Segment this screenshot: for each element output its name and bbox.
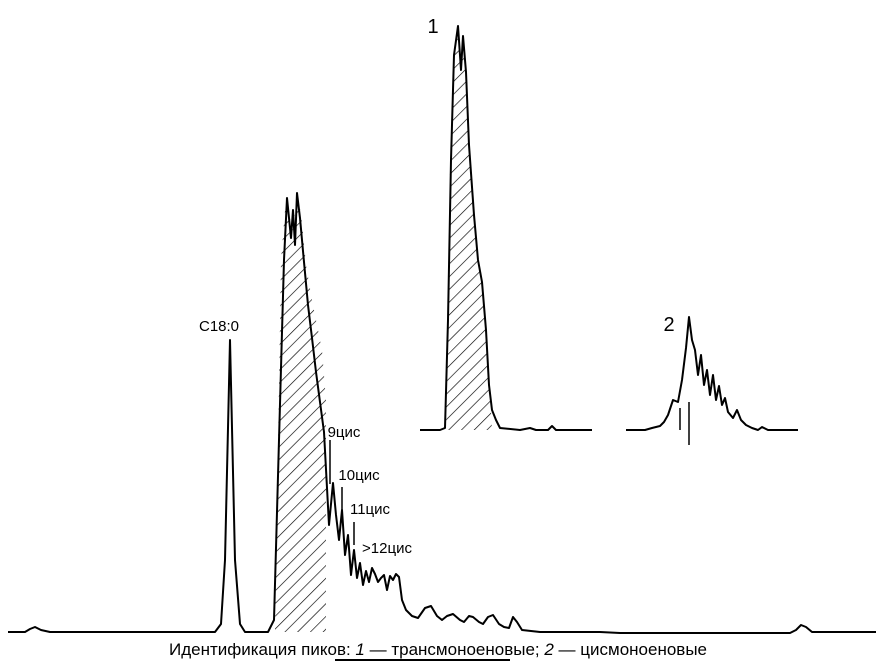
caption-number-1: 1 xyxy=(355,640,365,659)
label-inset-1: 1 xyxy=(427,16,438,38)
inset-1-trans-hatch xyxy=(446,26,492,430)
caption-number-2: 2 xyxy=(544,640,554,659)
caption-prefix: Идентификация пиков: xyxy=(168,640,356,659)
label-12-cis: >12цис xyxy=(362,540,412,557)
figure-caption: Идентификация пиков: 1 — трансмоноеновые… xyxy=(0,640,876,660)
caption-trans-text: — трансмоноеновые; xyxy=(364,640,545,659)
caption-cis-text: — цисмоноеновые xyxy=(553,640,707,659)
label-11-cis: 11цис xyxy=(350,501,391,518)
label-9-cis: 9цис xyxy=(328,424,361,441)
label-c18: C18:0 xyxy=(199,318,239,335)
inset-2-trace xyxy=(626,316,798,431)
label-inset-2: 2 xyxy=(663,314,674,336)
trans-region-hatch xyxy=(275,195,326,632)
chromatogram-trace xyxy=(8,192,876,634)
inset-1-trace xyxy=(420,25,592,431)
label-10-cis: 10цис xyxy=(338,467,380,484)
